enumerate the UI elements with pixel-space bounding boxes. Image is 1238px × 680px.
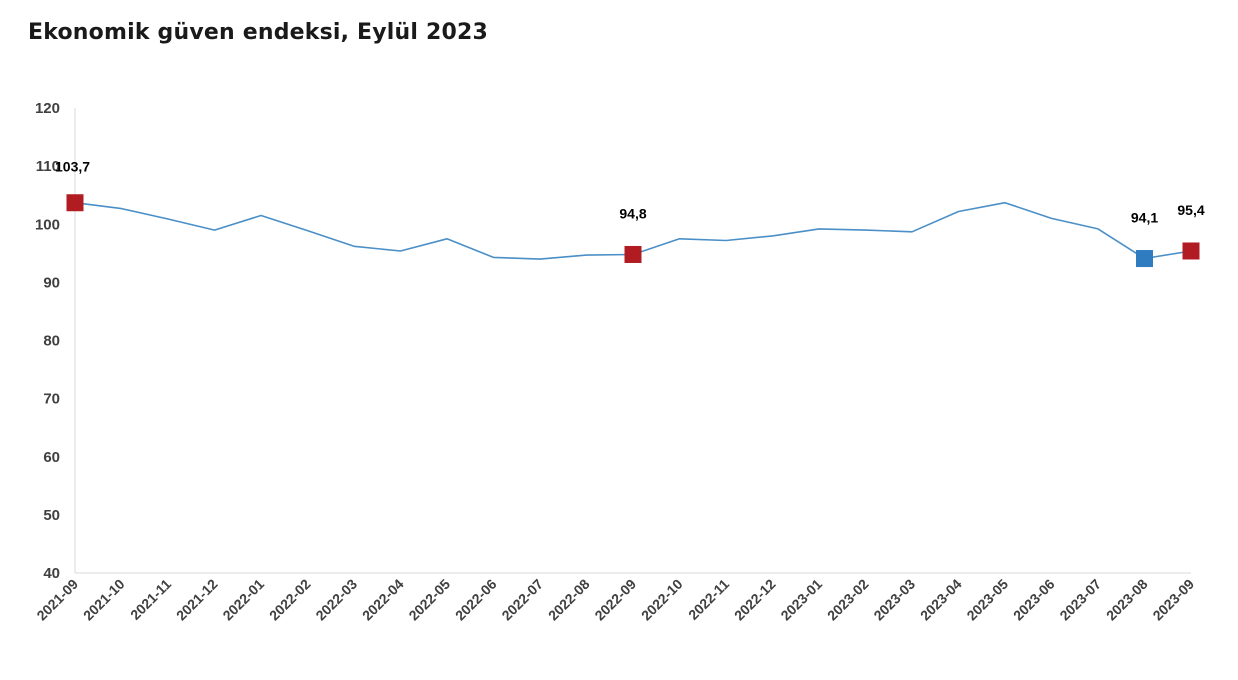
data-labels: 103,7 94,8 94,1 95,4 (55, 159, 1205, 226)
data-label: 95,4 (1177, 202, 1204, 218)
x-tick-label: 2022-09 (591, 576, 639, 624)
y-tick-label: 40 (43, 565, 60, 582)
y-tick-label: 90 (43, 274, 60, 291)
x-tick-label: 2022-05 (405, 576, 453, 624)
x-tick-label: 2023-02 (824, 576, 872, 624)
x-tick-label: 2023-05 (963, 576, 1011, 624)
x-tick-label: 2022-12 (731, 576, 779, 624)
x-tick-label: 2022-04 (359, 576, 407, 624)
x-tick-label: 2023-07 (1056, 576, 1104, 624)
x-tick-label: 2023-01 (777, 576, 825, 624)
data-label: 94,8 (619, 205, 646, 221)
x-tick-label: 2022-03 (312, 576, 360, 624)
x-tick-label: 2022-10 (638, 576, 686, 624)
y-tick-label: 70 (43, 391, 60, 408)
y-tick-label: 110 (36, 158, 60, 175)
x-tick-label: 2022-01 (219, 576, 267, 624)
x-tick-label: 2023-09 (1149, 576, 1197, 624)
x-tick-label: 2022-11 (685, 576, 732, 623)
highlight-marker (624, 245, 642, 263)
x-tick-label: 2021-11 (127, 576, 174, 623)
highlight-markers (66, 194, 1200, 268)
y-tick-label: 60 (43, 449, 60, 466)
y-axis: 40 50 60 70 80 90 100 110 120 (35, 100, 76, 582)
x-tick-label: 2022-06 (452, 576, 500, 624)
x-tick-label: 2023-04 (917, 576, 965, 624)
chart-title: Ekonomik güven endeksi, Eylül 2023 (28, 20, 489, 45)
x-tick-label: 2023-03 (870, 576, 918, 624)
data-label: 103,7 (55, 159, 90, 175)
y-tick-label: 80 (43, 333, 60, 350)
highlight-marker (1136, 250, 1153, 268)
x-tick-label: 2021-10 (80, 576, 128, 624)
y-tick-label: 50 (43, 507, 60, 524)
x-tick-label: 2022-08 (545, 576, 593, 624)
x-tick-label: 2021-12 (173, 576, 221, 624)
x-tick-label: 2023-08 (1103, 576, 1151, 624)
x-tick-label: 2021-09 (33, 576, 81, 624)
highlight-marker (1182, 242, 1200, 260)
y-tick-label: 100 (35, 216, 60, 233)
x-tick-label: 2022-07 (498, 576, 546, 624)
x-tick-label: 2023-06 (1010, 576, 1058, 624)
x-tick-label: 2022-02 (266, 576, 314, 624)
data-label: 94,1 (1131, 210, 1158, 226)
highlight-marker (66, 194, 84, 212)
y-tick-label: 120 (35, 100, 60, 117)
